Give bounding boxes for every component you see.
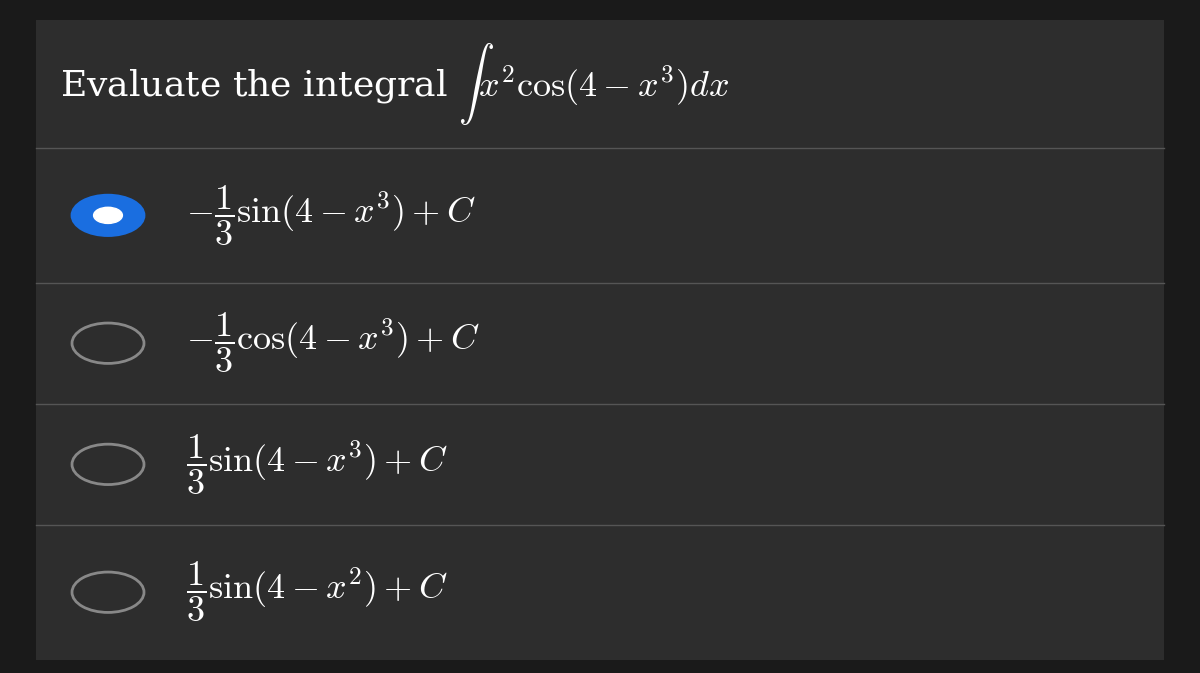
FancyBboxPatch shape bbox=[36, 20, 1164, 148]
Text: $\dfrac{1}{3}\sin(4 - x^3) + C$: $\dfrac{1}{3}\sin(4 - x^3) + C$ bbox=[186, 432, 448, 497]
FancyBboxPatch shape bbox=[36, 148, 1164, 660]
Text: $-\dfrac{1}{3}\cos(4 - x^3) + C$: $-\dfrac{1}{3}\cos(4 - x^3) + C$ bbox=[186, 311, 480, 376]
Circle shape bbox=[94, 207, 122, 223]
Text: $-\dfrac{1}{3}\sin(4 - x^3)+C$: $-\dfrac{1}{3}\sin(4 - x^3)+C$ bbox=[186, 183, 475, 248]
Circle shape bbox=[72, 195, 144, 236]
Text: $\dfrac{1}{3}\sin(4 - x^2) + C$: $\dfrac{1}{3}\sin(4 - x^2) + C$ bbox=[186, 560, 448, 625]
Text: Evaluate the integral $\int x^2 \cos(4 - x^3)dx$: Evaluate the integral $\int x^2 \cos(4 -… bbox=[60, 41, 730, 127]
